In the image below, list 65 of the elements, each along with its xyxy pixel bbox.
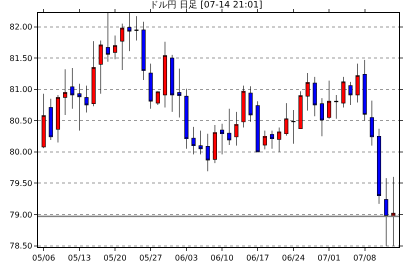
candlestick [284, 102, 288, 136]
candlestick [327, 80, 332, 120]
candlestick [291, 110, 296, 144]
candlestick [256, 100, 260, 152]
candlestick [113, 35, 118, 60]
candlestick [262, 130, 267, 150]
candlestick [248, 86, 253, 122]
x-tick-label: 06/24 [282, 254, 305, 263]
candlestick [177, 68, 182, 118]
candlestick [56, 94, 60, 143]
x-tick-label: 05/13 [68, 254, 91, 263]
candlestick [241, 85, 246, 128]
candlestick [98, 40, 103, 94]
x-tick-label: 07/01 [318, 254, 341, 263]
y-tick-label: 78.50 [9, 242, 32, 251]
y-tick-label: 79.50 [9, 178, 32, 188]
candlestick [42, 93, 46, 148]
candlestick [320, 98, 324, 137]
x-tick-label: 06/17 [246, 254, 270, 263]
candlestick [306, 72, 310, 111]
candlestick [198, 130, 203, 155]
candlestick [348, 82, 353, 106]
y-tick-label: 80.00 [9, 148, 32, 157]
x-tick-label: 07/08 [353, 254, 376, 263]
candlestick [298, 90, 303, 130]
candlestick [134, 16, 138, 41]
candlestick [148, 63, 153, 110]
candlestick [220, 123, 224, 155]
candlestick [206, 133, 210, 172]
candlestick [370, 100, 374, 146]
candlestick [362, 60, 367, 121]
candlestick [277, 127, 282, 152]
candlestick [191, 126, 196, 155]
candlestick [212, 124, 217, 164]
y-tick-label: 82.00 [9, 22, 32, 32]
candlestick [70, 68, 74, 110]
candlestick [156, 90, 160, 106]
y-tick-label: 81.00 [9, 85, 32, 94]
y-tick-label: 81.50 [9, 54, 32, 63]
candlestick [142, 21, 146, 80]
candlestick [170, 54, 174, 112]
candlestick [184, 88, 188, 150]
x-tick-label: 05/06 [32, 254, 56, 263]
chart-title: ドル円 日足 [07-14 21:01] [150, 0, 262, 11]
candlestick [312, 76, 317, 117]
candlestick [92, 40, 96, 107]
y-tick-label: 79.00 [9, 210, 32, 220]
candlestick [84, 85, 89, 113]
x-tick-label: 05/27 [139, 254, 162, 263]
candlestick [162, 41, 168, 108]
x-tick-label: 06/03 [174, 254, 198, 263]
candlestick [48, 98, 53, 140]
x-tick-label: 05/20 [104, 254, 127, 263]
candlestick [120, 23, 124, 70]
y-tick-label: 80.50 [9, 116, 32, 126]
candlestick [63, 69, 68, 116]
candlestick [234, 112, 238, 146]
candlestick [341, 76, 346, 108]
candlestick [77, 83, 82, 131]
candlestick [356, 63, 360, 103]
candlestick [227, 108, 232, 146]
candlestick [270, 130, 274, 150]
candlestick [376, 128, 382, 204]
candlestick [334, 94, 338, 120]
x-tick-label: 06/10 [210, 254, 234, 263]
